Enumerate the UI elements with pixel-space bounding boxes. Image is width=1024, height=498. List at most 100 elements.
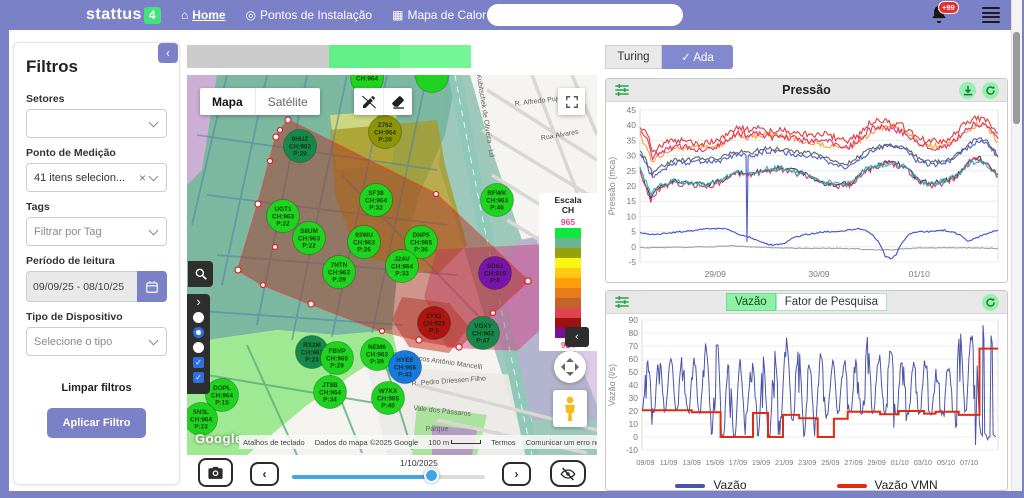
- map-data-text: Dados do mapa ©2025 Google: [314, 437, 419, 447]
- layer-radio-selected[interactable]: [193, 327, 204, 338]
- page-scrollbar[interactable]: [1011, 0, 1022, 491]
- map-type-satellite-button[interactable]: Satélite: [254, 88, 320, 115]
- chart-line: [639, 159, 999, 197]
- screenshot-button[interactable]: [198, 458, 233, 487]
- refresh-button[interactable]: [982, 81, 999, 99]
- toggle-fator-pesquisa[interactable]: Fator de Pesquisa: [775, 293, 888, 311]
- periodo-range-input[interactable]: 09/09/25 - 08/10/25: [26, 271, 137, 302]
- map-search-button[interactable]: [188, 261, 213, 287]
- fullscreen-button[interactable]: [558, 88, 585, 115]
- tab-ada[interactable]: ✓ Ada: [662, 45, 733, 69]
- report-error-link[interactable]: Comunicar um erro no mapa: [525, 437, 597, 447]
- eraser-button[interactable]: [383, 88, 412, 115]
- ponto-medicao-select[interactable]: 41 itens selecion... ×: [26, 163, 167, 192]
- layer-checkbox-checked[interactable]: ✓: [193, 357, 204, 368]
- heatmap-map[interactable]: Av. Juscelino Kubitschek de Oliveira - L…: [187, 75, 597, 455]
- svg-text:P:40: P:40: [381, 403, 395, 410]
- svg-text:DOPL: DOPL: [213, 385, 231, 392]
- map-marker[interactable]: [415, 75, 449, 93]
- page-scrollbar-thumb[interactable]: [1013, 32, 1020, 124]
- nav-mapa-calor-link[interactable]: ▦ Mapa de Calor: [392, 8, 487, 22]
- brand-logo[interactable]: stattus 4: [86, 6, 161, 24]
- notifications-button[interactable]: +99: [928, 1, 959, 29]
- svg-text:40: 40: [629, 380, 639, 390]
- selection-polygon-vertices[interactable]: [234, 116, 532, 351]
- svg-text:29/09: 29/09: [705, 269, 727, 279]
- layer-radio-unselected[interactable]: [193, 312, 204, 323]
- terms-link[interactable]: Termos: [491, 437, 516, 447]
- expand-toolbar-button[interactable]: ›: [196, 294, 201, 309]
- refresh-button[interactable]: [982, 293, 999, 311]
- svg-text:P:22: P:22: [302, 243, 316, 250]
- timeline-prev-button[interactable]: ‹: [250, 462, 279, 486]
- tags-select[interactable]: Filtrar por Tag: [26, 217, 167, 246]
- scale-color-step: [555, 238, 581, 248]
- pan-up-icon: [566, 354, 574, 362]
- setores-select[interactable]: [26, 109, 167, 138]
- svg-text:CH:964: CH:964: [391, 263, 413, 270]
- timeline-next-button[interactable]: ›: [502, 462, 531, 486]
- svg-text:CH:964: CH:964: [356, 75, 378, 82]
- scale-collapse-button[interactable]: ‹: [565, 327, 589, 347]
- toggle-vazao[interactable]: Vazão: [725, 293, 776, 311]
- svg-text:40: 40: [627, 120, 637, 130]
- tipo-dispositivo-select[interactable]: Selecione o tipo: [26, 327, 167, 356]
- svg-text:13/09: 13/09: [683, 458, 701, 467]
- scale-color-step: [555, 288, 581, 298]
- clear-filters-link[interactable]: Limpar filtros: [61, 382, 132, 394]
- pan-control[interactable]: [554, 351, 586, 383]
- filter-settings-icon[interactable]: [614, 295, 630, 309]
- clear-selection-icon[interactable]: ×: [138, 170, 146, 185]
- availability-green-segment: [329, 45, 400, 68]
- svg-text:RX2M: RX2M: [303, 342, 321, 349]
- draw-polygon-button[interactable]: [354, 88, 383, 115]
- eraser-icon: [392, 95, 404, 109]
- keyboard-shortcuts-link[interactable]: Atalhos de teclado: [243, 437, 305, 447]
- map-type-map-button[interactable]: Mapa: [212, 94, 243, 109]
- timeline-slider-track[interactable]: [292, 475, 485, 479]
- nav-home-link[interactable]: ⌂ Home: [180, 8, 226, 22]
- hide-markers-button[interactable]: [550, 460, 586, 487]
- filter-settings-icon[interactable]: [614, 83, 630, 97]
- nav-pontos-link[interactable]: ◎ Pontos de Instalação: [245, 8, 373, 22]
- svg-text:P:33: P:33: [395, 271, 409, 278]
- svg-text:CH:965: CH:965: [377, 395, 399, 402]
- svg-text:DNP5: DNP5: [412, 232, 429, 239]
- search-input[interactable]: [487, 4, 683, 26]
- tab-turing[interactable]: Turing: [605, 45, 662, 69]
- calendar-button[interactable]: [137, 271, 167, 302]
- apply-filter-button[interactable]: Aplicar Filtro: [46, 408, 147, 438]
- sidebar-collapse-button[interactable]: ‹: [158, 43, 178, 63]
- heatmap-icon: ▦: [392, 8, 404, 22]
- download-button[interactable]: [959, 81, 976, 99]
- svg-text:P:20: P:20: [293, 151, 307, 158]
- timeline-slider-handle[interactable]: [423, 468, 439, 483]
- layer-checkbox-checked[interactable]: ✓: [193, 372, 204, 383]
- layer-radio-unselected[interactable]: [193, 342, 204, 353]
- svg-text:17/09: 17/09: [729, 458, 747, 467]
- street-view-pegman[interactable]: [553, 390, 587, 427]
- map-canvas[interactable]: Av. Juscelino Kubitschek de Oliveira - L…: [187, 75, 597, 455]
- menu-button[interactable]: [982, 7, 1000, 25]
